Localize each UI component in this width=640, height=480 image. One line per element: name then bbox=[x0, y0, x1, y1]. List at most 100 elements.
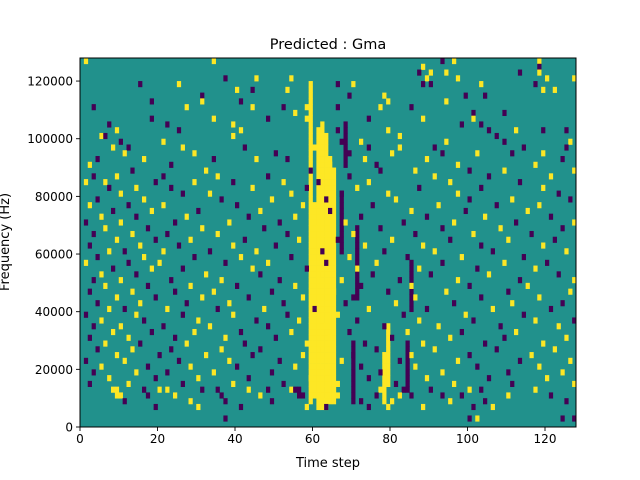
heatmap-cell bbox=[200, 92, 205, 99]
heatmap-band-cell bbox=[320, 236, 325, 243]
heatmap-cell bbox=[99, 213, 104, 220]
heatmap-cell bbox=[510, 196, 515, 203]
heatmap-cell bbox=[548, 392, 554, 399]
heatmap-band-cell bbox=[316, 328, 321, 336]
heatmap-band-cell bbox=[331, 294, 337, 301]
heatmap-cell bbox=[541, 86, 546, 93]
heatmap-band-cell bbox=[409, 288, 414, 295]
heatmap-band-cell bbox=[316, 277, 321, 284]
heatmap-cell bbox=[514, 219, 519, 226]
heatmap-cell bbox=[572, 277, 577, 284]
heatmap-cell bbox=[83, 259, 89, 266]
heatmap-band-cell bbox=[312, 300, 317, 307]
heatmap-cell bbox=[289, 190, 294, 197]
heatmap-cell bbox=[231, 121, 236, 128]
heatmap-cell bbox=[285, 156, 290, 163]
heatmap-band-cell bbox=[308, 121, 313, 128]
heatmap-band-cell bbox=[331, 230, 337, 238]
heatmap-cell bbox=[300, 392, 306, 399]
heatmap-band-cell bbox=[355, 248, 360, 255]
x-tick-label: 100 bbox=[456, 432, 479, 446]
heatmap-cell bbox=[347, 150, 352, 157]
heatmap-cell bbox=[459, 121, 464, 128]
heatmap-cell bbox=[180, 311, 185, 318]
heatmap-band-cell bbox=[308, 173, 313, 180]
heatmap-band-cell bbox=[331, 184, 337, 191]
heatmap-band-cell bbox=[328, 225, 333, 232]
heatmap-cell bbox=[266, 173, 271, 180]
heatmap-cell bbox=[479, 121, 484, 128]
heatmap-cell bbox=[320, 398, 325, 405]
heatmap-cell bbox=[572, 317, 577, 324]
heatmap-cell bbox=[145, 225, 151, 232]
heatmap-cell bbox=[250, 352, 255, 359]
heatmap-band-cell bbox=[324, 392, 329, 399]
heatmap-cell bbox=[87, 242, 92, 249]
heatmap-band-cell bbox=[343, 150, 348, 157]
heatmap-band-cell bbox=[324, 173, 329, 180]
heatmap-cell bbox=[211, 369, 216, 376]
heatmap-cell bbox=[269, 369, 275, 376]
heatmap-cell bbox=[572, 219, 577, 226]
heatmap-cell bbox=[455, 190, 461, 197]
heatmap-cell bbox=[471, 115, 476, 122]
heatmap-band-cell bbox=[316, 213, 321, 220]
heatmap-band-cell bbox=[312, 380, 317, 387]
heatmap-cell bbox=[428, 386, 433, 393]
heatmap-cell bbox=[126, 334, 131, 341]
heatmap-cell bbox=[192, 254, 197, 261]
heatmap-band-cell bbox=[308, 207, 313, 215]
heatmap-band-cell bbox=[328, 369, 333, 376]
heatmap-cell bbox=[517, 69, 523, 76]
heatmap-cell bbox=[293, 109, 298, 117]
heatmap-cell bbox=[107, 121, 112, 128]
heatmap-band-cell bbox=[409, 305, 414, 313]
heatmap-band-cell bbox=[343, 127, 348, 134]
heatmap-cell bbox=[161, 202, 166, 209]
heatmap-cell bbox=[331, 288, 337, 295]
heatmap-cell bbox=[440, 259, 445, 266]
heatmap-band-cell bbox=[316, 196, 321, 203]
heatmap-cell bbox=[351, 230, 356, 238]
heatmap-cell bbox=[114, 173, 120, 180]
heatmap-cell bbox=[235, 363, 240, 370]
heatmap-cell bbox=[231, 179, 236, 186]
heatmap-cell bbox=[316, 346, 321, 353]
heatmap-cell bbox=[266, 323, 271, 330]
heatmap-cell bbox=[413, 294, 418, 301]
heatmap-cell bbox=[231, 132, 236, 140]
heatmap-cell bbox=[362, 340, 368, 347]
heatmap-cell bbox=[180, 144, 185, 151]
heatmap-band-cell bbox=[308, 328, 313, 336]
heatmap-band-cell bbox=[324, 305, 329, 313]
heatmap-band-cell bbox=[328, 305, 333, 313]
heatmap-cell bbox=[142, 317, 147, 324]
heatmap-band-cell bbox=[312, 248, 317, 255]
heatmap-band-cell bbox=[328, 386, 333, 393]
heatmap-cell bbox=[537, 63, 542, 70]
heatmap-band-cell bbox=[308, 104, 313, 111]
heatmap-cell bbox=[382, 248, 387, 255]
heatmap-cell bbox=[304, 265, 309, 272]
heatmap-cell bbox=[111, 328, 116, 336]
heatmap-band-cell bbox=[386, 375, 391, 382]
heatmap-band-cell bbox=[316, 300, 321, 307]
heatmap-cell bbox=[413, 167, 418, 174]
heatmap-band-cell bbox=[316, 202, 321, 209]
heatmap-cell bbox=[347, 254, 352, 261]
heatmap-band-cell bbox=[355, 230, 360, 238]
heatmap-cell bbox=[545, 375, 550, 382]
heatmap-cell bbox=[339, 357, 344, 364]
heatmap-band-cell bbox=[331, 196, 337, 203]
heatmap-band-cell bbox=[308, 98, 313, 105]
heatmap-cell bbox=[397, 392, 402, 399]
heatmap-band-cell bbox=[320, 294, 325, 301]
x-axis: 0 20 40 60 80 100 120 bbox=[76, 427, 556, 446]
heatmap-band-cell bbox=[355, 236, 360, 243]
heatmap-cell bbox=[269, 398, 275, 405]
heatmap-band-cell bbox=[316, 317, 321, 324]
heatmap-cell bbox=[246, 294, 251, 301]
heatmap-band-cell bbox=[386, 352, 391, 359]
heatmap-cell bbox=[421, 81, 426, 88]
heatmap-cell bbox=[440, 369, 445, 376]
